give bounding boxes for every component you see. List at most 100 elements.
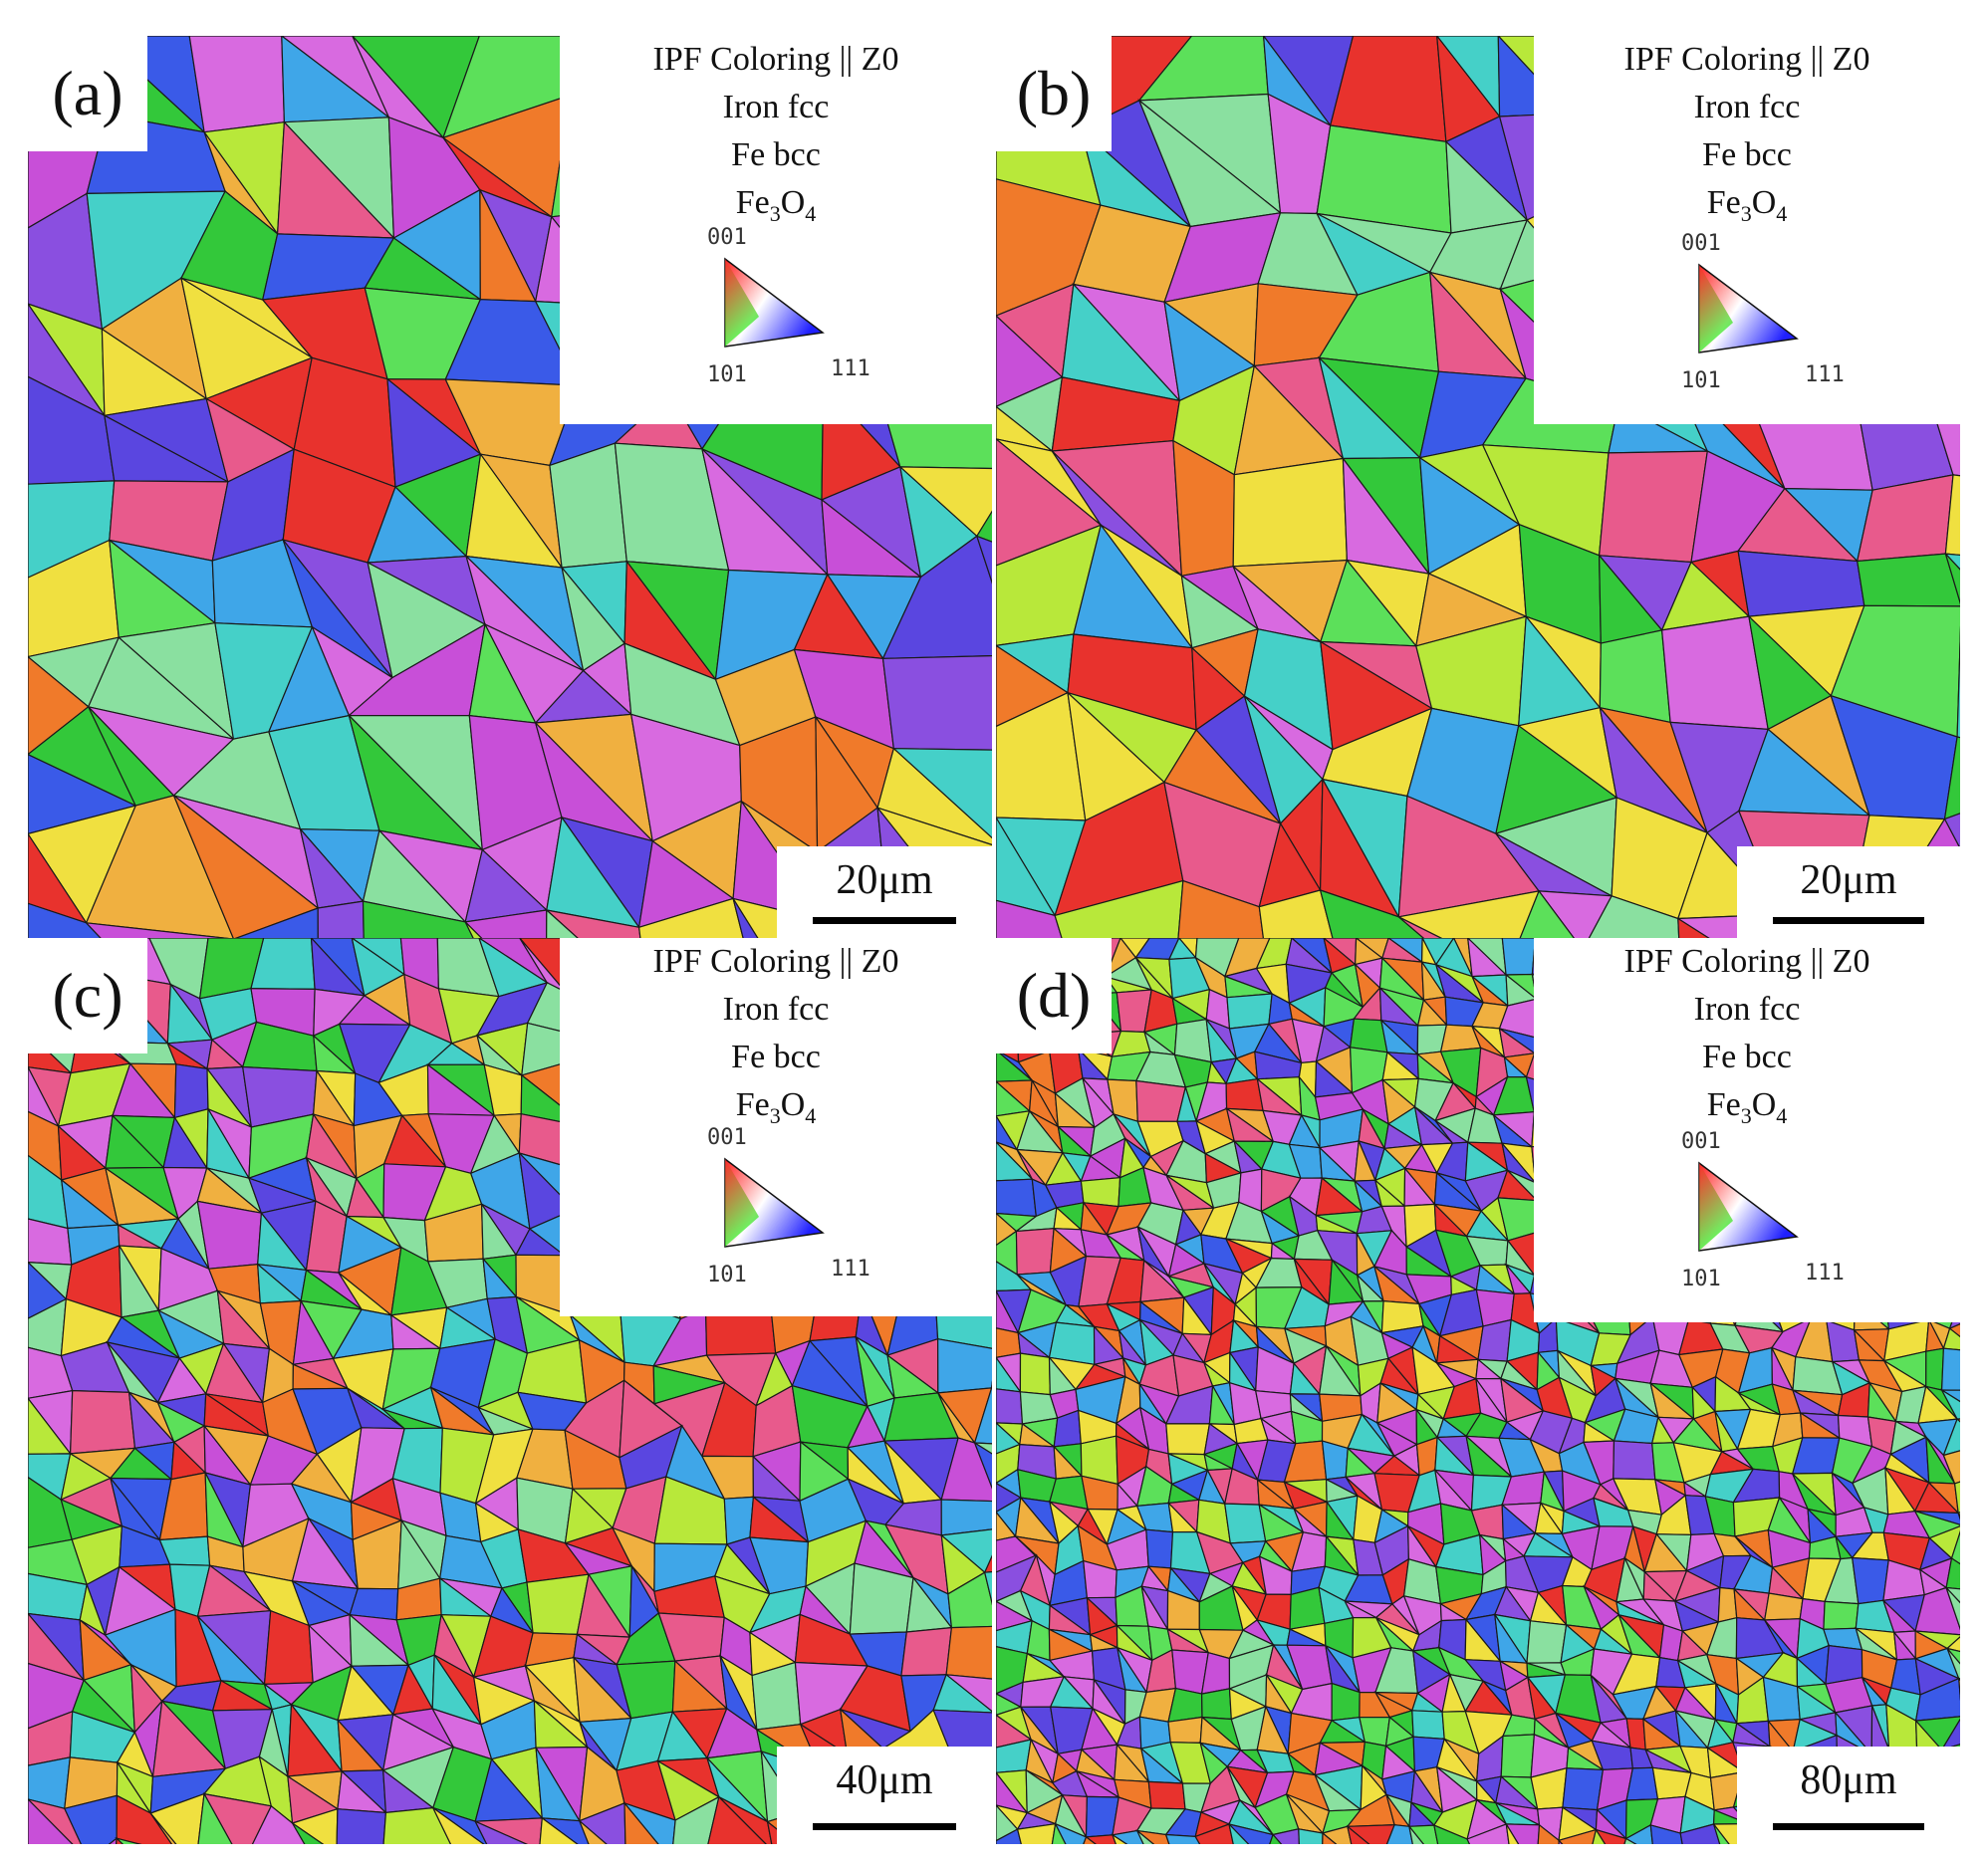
grain: [1763, 1592, 1804, 1621]
grain: [1857, 553, 1960, 607]
panel-label-a: (a): [28, 36, 147, 151]
ipf-legend-a: IPF Coloring || Z0 Iron fcc Fe bcc Fe3O4…: [560, 36, 992, 424]
grain: [1950, 1530, 1960, 1565]
grain: [116, 1794, 173, 1844]
panel-b: (b) IPF Coloring || Z0 Iron fcc Fe bcc F…: [996, 36, 1960, 938]
legend-phase-bcc: Fe bcc: [731, 1039, 821, 1075]
scale-bar-label: 20μm: [836, 857, 933, 903]
grain: [936, 1337, 992, 1394]
grain: [1225, 1078, 1264, 1112]
triangle-label-101: 101: [1681, 1267, 1721, 1291]
scale-bar: [813, 917, 956, 924]
grain: [1588, 895, 1680, 938]
grain: [292, 1822, 325, 1844]
grain: [1613, 1440, 1656, 1481]
grain: [996, 1178, 1037, 1218]
grain: [1558, 1828, 1598, 1844]
grain: [940, 1499, 992, 1536]
grain: [463, 909, 548, 938]
panel-a: (a) IPF Coloring || Z0 Iron fcc Fe bcc F…: [28, 36, 992, 938]
grain: [1019, 1352, 1051, 1396]
legend-phase-bcc: Fe bcc: [1702, 1039, 1792, 1075]
grain: [1537, 1823, 1560, 1844]
grain: [116, 1836, 124, 1844]
grain: [1226, 993, 1273, 1030]
grain: [1232, 457, 1349, 568]
ipf-triangle-icon: [1698, 1161, 1799, 1252]
grain: [149, 1812, 177, 1844]
grain: [1271, 1828, 1300, 1844]
grain: [197, 1791, 233, 1844]
legend-phase-oxide: Fe3O4: [1706, 1086, 1788, 1128]
grain: [707, 1795, 767, 1844]
grain: [1679, 1823, 1721, 1844]
grain: [1677, 917, 1710, 938]
grain: [1466, 1823, 1510, 1844]
grain: [1500, 1734, 1536, 1778]
grain: [579, 1820, 608, 1844]
grain: [1625, 1718, 1646, 1751]
grain: [1080, 1177, 1121, 1208]
grain: [1269, 1833, 1283, 1844]
grain: [1519, 889, 1575, 938]
grain: [1111, 1833, 1128, 1844]
ipf-legend-b: IPF Coloring || Z0 Iron fcc Fe bcc Fe3O4…: [1534, 36, 1960, 424]
grain: [973, 1441, 992, 1490]
grain: [173, 1063, 209, 1119]
ipf-legend-c: IPF Coloring || Z0 Iron fcc Fe bcc Fe3O4…: [560, 938, 992, 1316]
grain: [1598, 450, 1708, 564]
grain: [637, 897, 744, 938]
grain: [1649, 1824, 1683, 1844]
legend-phase-bcc: Fe bcc: [731, 136, 821, 173]
ipf-triangle-icon: [724, 1157, 825, 1248]
grain: [1945, 1557, 1960, 1590]
grain: [234, 907, 319, 938]
grain: [1558, 1838, 1564, 1844]
legend-title: IPF Coloring || Z0: [1623, 41, 1870, 78]
grain: [1084, 1834, 1117, 1844]
grain: [1167, 1716, 1203, 1745]
grain: [1298, 1828, 1324, 1844]
grain: [1177, 879, 1264, 938]
grain: [1940, 1347, 1960, 1391]
scale-bar: [813, 1823, 956, 1830]
grain: [1015, 1228, 1055, 1276]
grain: [1501, 938, 1537, 976]
grain: [549, 442, 627, 569]
grain: [1737, 550, 1865, 617]
grain: [1953, 1481, 1960, 1515]
grain: [975, 535, 992, 584]
grain: [85, 922, 230, 938]
triangle-label-111: 111: [831, 356, 870, 381]
grain: [1942, 1327, 1960, 1351]
grain: [623, 1801, 659, 1844]
grain: [1945, 1587, 1960, 1631]
grain: [1322, 1831, 1338, 1844]
grain: [1946, 1648, 1960, 1680]
grain: [1940, 1718, 1960, 1752]
triangle-label-001: 001: [1681, 1129, 1721, 1154]
grain: [1505, 1823, 1541, 1844]
grain: [945, 1625, 992, 1680]
grain: [1526, 1620, 1568, 1664]
grain: [1914, 1677, 1960, 1722]
grain: [996, 1327, 1022, 1359]
grain: [546, 908, 579, 938]
grain: [1145, 1528, 1174, 1569]
grain: [1942, 1450, 1960, 1485]
grain: [1051, 1821, 1067, 1844]
grain: [1134, 1829, 1170, 1844]
triangle-label-111: 111: [831, 1257, 870, 1282]
grain: [973, 1387, 992, 1445]
panel-label-c: (c): [28, 938, 147, 1053]
grain: [983, 1554, 992, 1573]
legend-phase-fcc: Iron fcc: [722, 991, 830, 1028]
grain: [1164, 1833, 1201, 1844]
triangle-label-101: 101: [707, 362, 747, 387]
grain: [1944, 474, 1960, 557]
grain: [115, 1837, 142, 1844]
legend-phase-fcc: Iron fcc: [1693, 89, 1801, 125]
grain: [947, 1571, 992, 1629]
grain: [188, 36, 286, 133]
grain: [1477, 1318, 1512, 1362]
